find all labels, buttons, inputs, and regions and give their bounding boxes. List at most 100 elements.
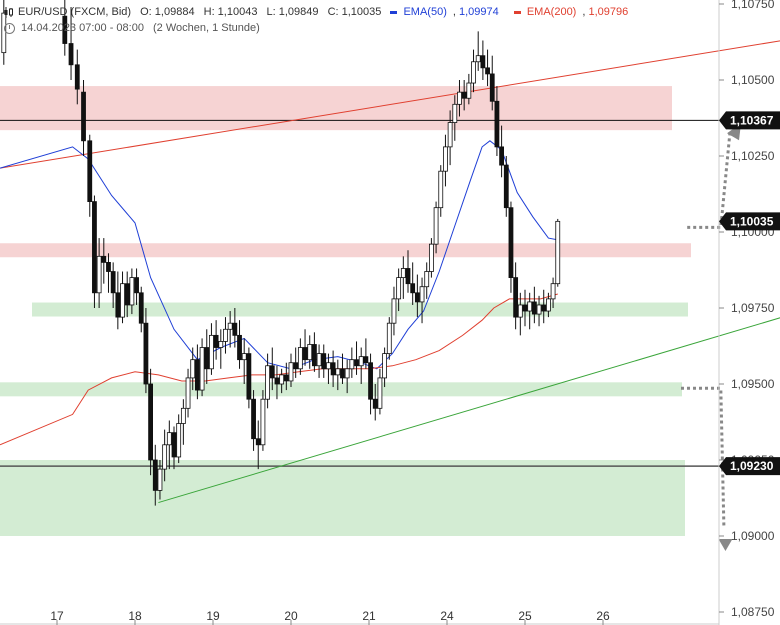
channel_lower-trendline (158, 317, 780, 504)
candle-body (536, 304, 542, 315)
ema50-label: EMA(50) (403, 6, 447, 18)
candle (232, 308, 238, 348)
candle (223, 317, 228, 354)
candle (213, 320, 219, 360)
price-label-bg (719, 111, 780, 130)
candle (471, 49, 476, 93)
candle-body (106, 261, 111, 272)
candle-body (471, 61, 476, 84)
ema50-value: 1,09974 (459, 6, 499, 18)
resistance-zone (0, 243, 691, 258)
candle-body (265, 365, 271, 400)
candlestick-icon (4, 6, 13, 18)
x-tick-label: 18 (128, 609, 142, 623)
candle (466, 73, 472, 105)
candle-body (546, 298, 551, 312)
candle (541, 289, 547, 324)
x-tick-label: 24 (440, 609, 454, 623)
candle-body (400, 268, 406, 279)
candle (143, 308, 149, 394)
candle-body (199, 347, 205, 391)
ema50-legend[interactable]: EMA(50), 1,09974 (390, 6, 504, 18)
candle-body (489, 73, 495, 102)
candle (152, 444, 158, 506)
candle-body (428, 243, 434, 272)
x-tick-label: 25 (518, 609, 532, 623)
candle (101, 238, 107, 284)
period-label: (2 Wochen, 1 Stunde) (153, 22, 260, 34)
channel_upper-trendline (0, 40, 780, 169)
candle (414, 274, 420, 318)
candle (344, 359, 350, 394)
candle (489, 55, 495, 111)
candle (349, 347, 355, 378)
candle-body (241, 353, 247, 361)
candle (433, 201, 439, 254)
candle (62, 0, 68, 56)
price-label-text: 1,10367 (730, 113, 774, 127)
candle (74, 49, 80, 105)
candle-body (517, 304, 523, 318)
candle (162, 429, 168, 482)
candle-body (157, 468, 163, 491)
price-label-bg (719, 457, 780, 476)
candle-body (508, 207, 514, 278)
price-label-text: 1,10035 (730, 214, 774, 228)
candle-body (311, 344, 317, 367)
candle (110, 262, 116, 308)
candle (457, 80, 462, 117)
projection-up-path (687, 122, 733, 229)
candle (283, 362, 289, 391)
candle (129, 268, 135, 315)
candle (475, 31, 481, 71)
candle (546, 292, 551, 318)
candle-body (166, 432, 172, 446)
candle-body (391, 298, 397, 324)
candle (527, 292, 533, 330)
trendlines-layer (0, 40, 780, 504)
y-tick-label: 1,09500 (731, 377, 775, 391)
candle (485, 49, 490, 87)
candle-body (363, 356, 369, 364)
ema200-legend[interactable]: EMA(200), 1,09796 (513, 6, 634, 18)
candle (368, 353, 373, 415)
candle-body (443, 146, 448, 172)
candle (461, 80, 467, 111)
candle (120, 271, 125, 324)
candle (531, 286, 537, 324)
candle-body (260, 398, 266, 446)
candle (199, 338, 205, 397)
candle (311, 332, 317, 372)
candle (251, 390, 256, 451)
candle-body (148, 383, 154, 461)
candle-body (162, 444, 168, 470)
candle-body (288, 362, 294, 382)
candle (185, 368, 191, 418)
candles-layer (1, 0, 561, 506)
candle-body (62, 15, 68, 44)
candle (555, 218, 561, 287)
candle-body (405, 268, 411, 285)
candle-body (279, 374, 285, 385)
candle (410, 262, 416, 305)
x-tick-label: 26 (596, 609, 610, 623)
x-tick-label: 20 (284, 609, 298, 623)
header-time-row: 14.04.2023 07:00 - 08:00 (2 Wochen, 1 St… (4, 22, 266, 34)
candle-body (227, 322, 233, 330)
candle (166, 420, 172, 470)
candle (400, 256, 406, 299)
candle-body (283, 374, 289, 382)
candle-body (190, 359, 196, 379)
candle (87, 134, 93, 217)
candle-body (185, 377, 191, 409)
candle (326, 353, 331, 384)
candle-body (218, 341, 224, 348)
clock-icon (4, 22, 15, 34)
candle-body (134, 277, 139, 294)
candle-body (485, 67, 490, 75)
candle (522, 289, 528, 327)
y-tick-label: 1,10750 (731, 0, 775, 11)
candle-body (110, 271, 116, 294)
candle-body (120, 283, 125, 318)
